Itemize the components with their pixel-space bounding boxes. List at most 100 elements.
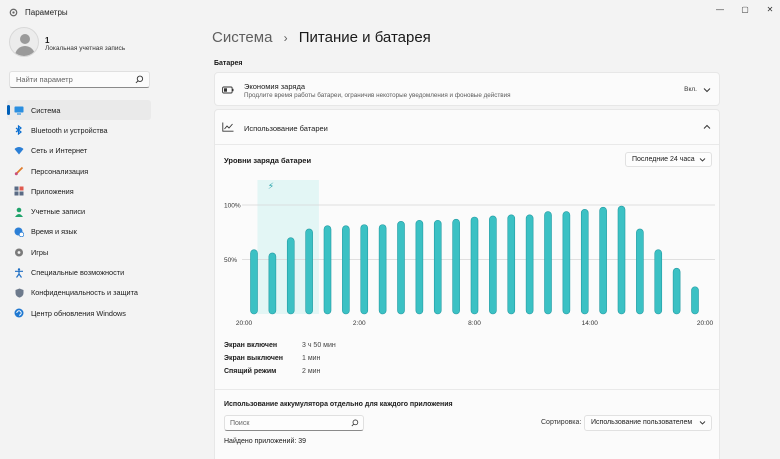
sidebar-item-label: Система <box>31 105 61 115</box>
stat-label: Экран включен <box>224 342 278 349</box>
battery-level-bar[interactable] <box>525 214 534 315</box>
sidebar-item-label: Сеть и Интернет <box>31 146 88 156</box>
battery-level-bar[interactable] <box>489 215 497 315</box>
battery-level-bar[interactable] <box>415 219 424 315</box>
charging-bolt-icon: ⚡ <box>268 182 274 192</box>
title-bar: Параметры — ▢ ✕ <box>0 0 780 24</box>
battery-level-bar[interactable] <box>378 224 387 315</box>
globe-clock-icon <box>14 227 24 237</box>
time-range-dropdown[interactable]: Последние 24 часа <box>625 152 712 167</box>
x-tick-label: 8:00 <box>468 320 481 327</box>
chart-line-icon <box>222 122 234 132</box>
x-tick-label: 20:00 <box>697 320 714 327</box>
sidebar-item-windows-update[interactable]: Центр обновления Windows <box>7 303 151 323</box>
stat-label: Экран выключен <box>224 355 284 362</box>
battery-level-bar[interactable] <box>250 249 258 315</box>
search-icon <box>351 419 359 427</box>
sidebar-item-gaming[interactable]: Игры <box>7 242 151 262</box>
per-app-usage-title: Использование аккумулятора отдельно для … <box>224 401 453 408</box>
battery-level-bar[interactable] <box>617 205 626 315</box>
maximize-button[interactable]: ▢ <box>741 4 749 14</box>
chevron-up-icon[interactable] <box>703 123 711 131</box>
close-button[interactable]: ✕ <box>766 4 774 14</box>
sidebar-item-label: Учетные записи <box>31 207 86 217</box>
sidebar-item-label: Приложения <box>31 186 74 196</box>
minimize-button[interactable]: — <box>716 4 724 14</box>
battery-level-bar[interactable] <box>599 206 607 315</box>
app-search-input[interactable] <box>225 416 345 430</box>
page-title: Питание и батарея <box>298 29 431 46</box>
section-label-battery: Батарея <box>214 60 243 67</box>
chevron-down-icon <box>699 158 706 162</box>
battery-saver-row[interactable]: Экономия заряда Продлите время работы ба… <box>214 72 720 106</box>
sidebar-item-label: Время и язык <box>31 227 77 237</box>
account-type: Локальная учетная запись <box>45 45 126 52</box>
battery-level-bar[interactable] <box>470 216 479 315</box>
battery-usage-title[interactable]: Использование батареи <box>244 124 328 133</box>
sidebar-item-label: Специальные возможности <box>31 268 125 278</box>
search-icon <box>135 75 144 84</box>
battery-level-bar[interactable] <box>323 225 332 315</box>
battery-level-bar[interactable] <box>691 286 699 315</box>
time-range-value: Последние 24 часа <box>632 156 695 163</box>
battery-saver-title: Экономия заряда <box>244 82 306 91</box>
sidebar-item-network[interactable]: Сеть и Интернет <box>7 141 151 161</box>
sidebar-item-personalization[interactable]: Персонализация <box>7 161 151 181</box>
x-tick-label: 14:00 <box>582 320 599 327</box>
battery-level-bar[interactable] <box>433 219 442 315</box>
search-input[interactable] <box>10 72 128 87</box>
battery-level-bar[interactable] <box>507 214 516 315</box>
sidebar-item-label: Персонализация <box>31 166 89 176</box>
battery-level-bar[interactable] <box>636 228 644 315</box>
sidebar-item-label: Конфиденциальность и защита <box>31 288 138 298</box>
battery-level-bar[interactable] <box>342 225 350 315</box>
chevron-down-icon <box>699 421 706 425</box>
y-tick-label: 50% <box>224 257 237 264</box>
battery-level-bar[interactable] <box>654 249 663 315</box>
battery-level-bar[interactable] <box>672 267 681 315</box>
bluetooth-icon <box>14 125 24 136</box>
battery-usage-panel: Использование батареи Уровни заряда бата… <box>214 109 720 459</box>
sidebar-item-bluetooth[interactable]: Bluetooth и устройства <box>7 120 151 140</box>
battery-level-bar[interactable] <box>452 218 460 315</box>
battery-level-bar[interactable] <box>544 211 552 315</box>
sidebar-item-system[interactable]: Система <box>7 100 151 121</box>
sidebar-item-privacy[interactable]: Конфиденциальность и защита <box>7 283 151 303</box>
chevron-down-icon[interactable] <box>703 86 711 94</box>
battery-saver-status: Вкл. <box>684 86 697 93</box>
x-tick-label: 2:00 <box>353 320 366 327</box>
x-tick-label: 20:00 <box>236 320 253 327</box>
battery-level-bar[interactable] <box>268 252 277 315</box>
sort-value: Использование пользователем <box>591 419 693 426</box>
sidebar-item-accounts[interactable]: Учетные записи <box>7 201 151 221</box>
wifi-icon <box>14 146 24 156</box>
shield-icon <box>14 288 24 298</box>
battery-level-bar[interactable] <box>360 224 369 315</box>
sidebar-item-time-language[interactable]: Время и язык <box>7 222 151 242</box>
sidebar-item-label: Игры <box>31 247 49 257</box>
sidebar-item-accessibility[interactable]: Специальные возможности <box>7 262 151 282</box>
battery-saver-description: Продлите время работы батареи, ограничив… <box>244 92 511 99</box>
accessibility-icon <box>14 267 24 278</box>
battery-level-bar[interactable] <box>397 221 405 315</box>
stat-value: 3 ч 50 мин <box>302 342 336 349</box>
battery-level-bar[interactable] <box>305 228 313 315</box>
app-search-box <box>224 415 364 431</box>
battery-level-bar[interactable] <box>286 237 295 315</box>
person-icon <box>14 207 24 217</box>
battery-saver-icon <box>222 86 234 94</box>
sort-dropdown[interactable]: Использование пользователем <box>584 415 712 431</box>
gamepad-icon <box>14 247 24 257</box>
battery-level-bar[interactable] <box>580 209 589 315</box>
battery-level-bar[interactable] <box>562 211 571 315</box>
battery-level-chart: ⚡ 100% 50% 20:00 2:00 8:00 14:00 20:00 <box>224 180 715 327</box>
sort-label: Сортировка: <box>541 419 582 426</box>
breadcrumb-parent[interactable]: Система <box>212 29 273 46</box>
sidebar-item-apps[interactable]: Приложения <box>7 181 151 201</box>
settings-app-icon <box>9 8 18 17</box>
sidebar-nav: Система Bluetooth и устройства Сеть и Ин… <box>7 100 151 323</box>
monitor-icon <box>14 105 24 115</box>
sidebar-search <box>9 71 150 88</box>
apps-icon <box>14 186 24 196</box>
sidebar-item-label: Центр обновления Windows <box>31 308 126 318</box>
